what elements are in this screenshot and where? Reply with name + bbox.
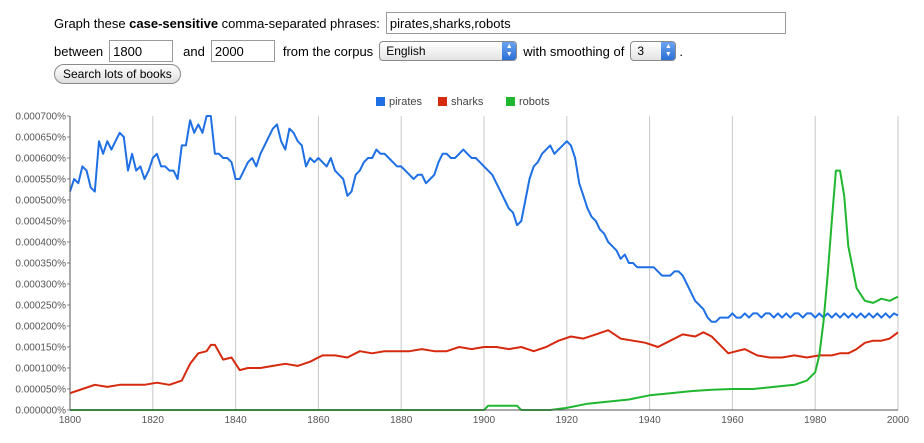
x-tick-label: 1800	[59, 415, 82, 426]
y-tick-label: 0.000650%	[15, 133, 66, 144]
start-year-input[interactable]	[109, 40, 174, 62]
y-tick-label: 0.000000%	[15, 406, 66, 417]
legend-label: robots	[519, 96, 550, 108]
options-row: between and from the corpus English ▲▼ w…	[54, 40, 683, 62]
select-arrows-icon: ▲ ▼	[502, 42, 517, 60]
corpus-label: from the corpus	[282, 43, 374, 59]
x-tick-label: 1960	[721, 415, 744, 426]
legend-swatch	[506, 97, 515, 106]
corpus-select[interactable]: English ▲ ▼	[379, 41, 518, 61]
phrases-input[interactable]	[385, 12, 786, 34]
y-tick-label: 0.000350%	[15, 259, 66, 270]
y-tick-label: 0.000450%	[15, 217, 66, 228]
and-label: and	[183, 43, 205, 59]
y-tick-label: 0.000150%	[15, 343, 66, 354]
between-label: between	[54, 43, 104, 59]
legend-label: pirates	[389, 96, 423, 108]
axes: 1800 1820 1840 1860 1880 1900 1920 1940 1960 1980…	[15, 112, 909, 427]
y-tick-label: 0.000250%	[15, 301, 66, 312]
x-tick-label: 1820	[142, 415, 165, 426]
x-tick-label: 1920	[556, 415, 579, 426]
smoothing-label: with smoothing of	[523, 43, 625, 59]
series-line-sharks	[69, 329, 899, 395]
x-tick-label: 1980	[804, 415, 827, 426]
y-tick-label: 0.000600%	[15, 154, 66, 165]
x-tick-label: 1940	[638, 415, 661, 426]
legend-swatch	[438, 97, 447, 106]
x-tick-label: 1900	[473, 415, 496, 426]
y-tick-label: 0.000700%	[15, 112, 66, 123]
select-arrows-icon: ▲ ▼	[661, 42, 676, 60]
search-button[interactable]: Search lots of books	[54, 64, 181, 84]
legend: pirates sharks robots	[376, 96, 550, 108]
intro-label: Graph these case-sensitive comma-separat…	[54, 15, 380, 31]
ngram-chart: pirates sharks robots 1800 1820 1840 1860 1880…	[15, 96, 909, 427]
y-tick-label: 0.000550%	[15, 175, 66, 186]
x-tick-label: 1840	[224, 415, 247, 426]
smoothing-select[interactable]: 3 ▲ ▼	[630, 41, 677, 61]
corpus-select-value: English	[386, 44, 426, 58]
y-tick-label: 0.000500%	[15, 196, 66, 207]
x-tick-label: 2000	[887, 415, 910, 426]
y-tick-label: 0.000100%	[15, 364, 66, 375]
x-tick-label: 1880	[390, 415, 413, 426]
y-tick-label: 0.000300%	[15, 280, 66, 291]
y-tick-label: 0.000200%	[15, 322, 66, 333]
period-label: .	[679, 43, 683, 59]
series-line-pirates	[69, 115, 899, 323]
legend-label: sharks	[451, 96, 484, 108]
x-tick-label: 1860	[307, 415, 330, 426]
legend-swatch	[376, 97, 385, 106]
y-tick-label: 0.000400%	[15, 238, 66, 249]
y-tick-label: 0.000050%	[15, 385, 66, 396]
intro-bold-label: case-sensitive	[129, 15, 219, 31]
smoothing-select-value: 3	[637, 44, 645, 58]
phrase-row: Graph these case-sensitive comma-separat…	[54, 12, 786, 34]
grid-lines	[69, 116, 899, 410]
end-year-input[interactable]	[210, 40, 275, 62]
